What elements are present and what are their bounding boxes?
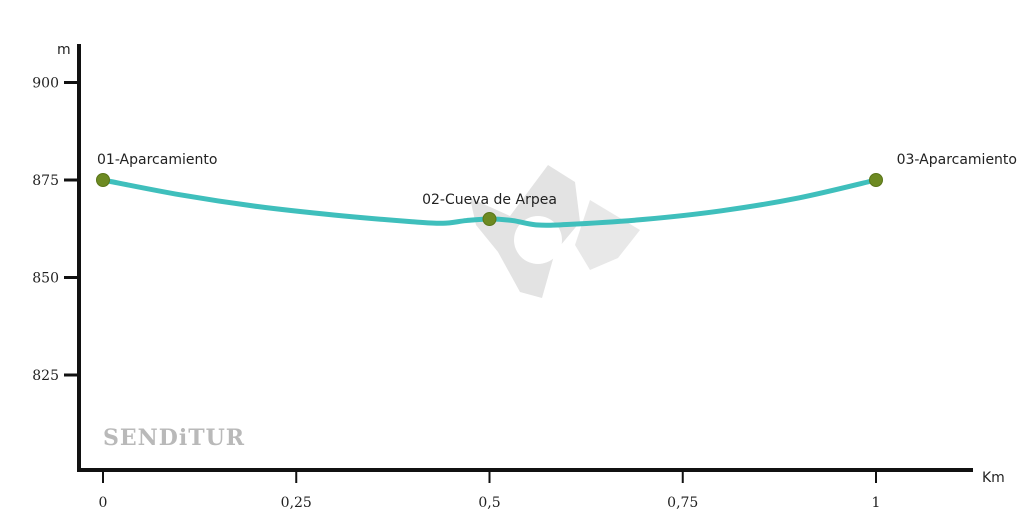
x-tick-label: 0,75: [667, 495, 698, 511]
x-axis-unit: Km: [982, 470, 1005, 486]
y-axis-unit: m: [57, 42, 71, 58]
ticks: 900 875 850 825 0 0,25 0,5 0,75 1: [32, 76, 880, 512]
y-tick-label: 850: [32, 271, 59, 287]
x-tick-label: 0: [99, 495, 108, 511]
waypoint-label: 01-Aparcamiento: [97, 152, 217, 168]
waypoint-marker: [96, 173, 110, 187]
x-tick-label: 1: [872, 495, 881, 511]
x-tick-label: 0,5: [478, 495, 500, 511]
axes: m Km: [57, 42, 1005, 486]
y-tick-label: 900: [32, 76, 59, 92]
watermark-text: SENDiTUR: [103, 425, 245, 451]
waypoint-label: 02-Cueva de Arpea: [422, 192, 557, 208]
x-tick-label: 0,25: [281, 495, 312, 511]
watermark-emblem: [470, 165, 640, 298]
waypoints: 01-Aparcamiento 02-Cueva de Arpea 03-Aparc…: [96, 152, 1017, 226]
y-tick-label: 825: [32, 368, 59, 384]
waypoint-marker: [869, 173, 883, 187]
y-tick-label: 875: [32, 173, 59, 189]
waypoint-marker: [482, 212, 497, 226]
waypoint-label: 03-Aparcamiento: [897, 152, 1017, 168]
